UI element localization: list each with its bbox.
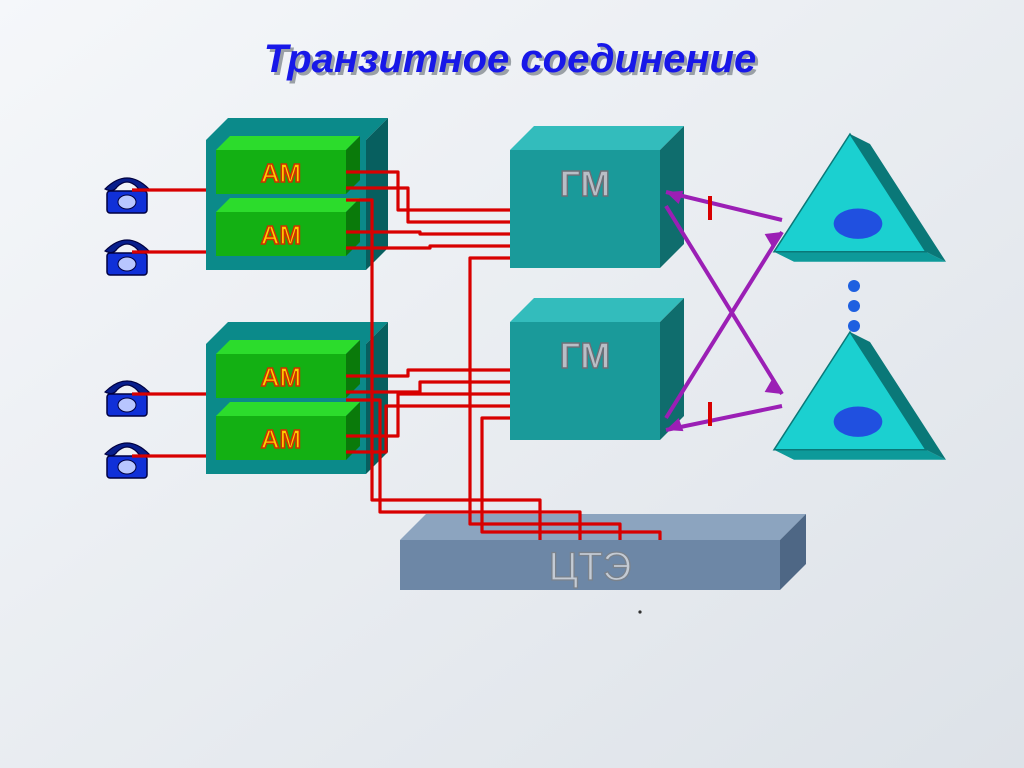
am-label: АМ xyxy=(261,158,301,188)
diagram-root: Транзитное соединениеТранзитное соединен… xyxy=(0,0,1024,768)
page-title: Транзитное соединение xyxy=(264,37,756,81)
ellipsis-dot xyxy=(848,280,860,292)
am-label: АМ xyxy=(261,362,301,392)
gm-label: ГМ xyxy=(560,163,610,204)
ellipsis-dot xyxy=(848,300,860,312)
am-label: АМ xyxy=(261,424,301,454)
diagram-svg: Транзитное соединениеТранзитное соединен… xyxy=(0,0,1024,768)
ellipsis-dot xyxy=(848,320,860,332)
cte-label: ЦТЭ xyxy=(549,545,632,589)
stray-dot xyxy=(638,610,641,613)
gm-label: ГМ xyxy=(560,335,610,376)
am-label: АМ xyxy=(261,220,301,250)
